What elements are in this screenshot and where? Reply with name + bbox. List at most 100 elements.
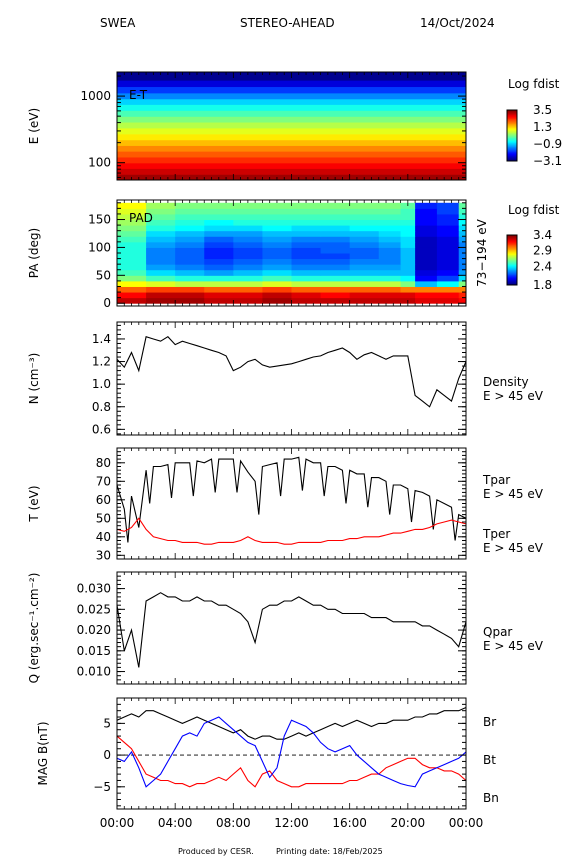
- et-ytick-label-0: 100: [88, 156, 111, 170]
- pad-cell-11-6: [291, 236, 322, 243]
- pad-cell-7-3: [204, 258, 234, 265]
- colorbar-cell-0-3: [507, 113, 517, 116]
- pad-inner-label: PAD: [129, 211, 153, 225]
- pad-cell-3-10: [400, 280, 416, 287]
- colorbar-cell-0-35: [507, 154, 517, 157]
- colorbar-cell-1-30: [507, 272, 517, 275]
- pad-cell-17-1: [146, 202, 176, 209]
- colorbar-cell-1-27: [507, 268, 517, 271]
- pad-cell-2-12: [436, 286, 460, 293]
- pad-cell-1-4: [233, 292, 263, 299]
- pad-cell-5-9: [378, 269, 402, 276]
- et-band-3: [117, 156, 466, 164]
- pad-cell-12-13: [458, 230, 467, 237]
- et-band-7: [117, 133, 466, 141]
- colorbar-tick-label-1-3: 1.8: [533, 278, 552, 292]
- pad-cell-11-4: [233, 236, 263, 243]
- panel-frame-2: [116, 321, 467, 436]
- colorbar-cell-0-4: [507, 115, 517, 117]
- pad-cell-9-13: [458, 247, 467, 254]
- pad-cell-13-7: [320, 225, 351, 232]
- pad-cell-11-13: [458, 236, 467, 243]
- pad-ytick-label-0: 0: [103, 296, 111, 310]
- instrument-title: SWEA: [100, 16, 136, 30]
- colorbar-cell-0-15: [507, 129, 517, 131]
- pad-cell-7-6: [291, 258, 322, 265]
- pad-cell-17-9: [378, 202, 402, 209]
- pad-cell-9-0: [117, 247, 147, 254]
- pad-cell-6-12: [436, 264, 460, 271]
- x-tick-label-1: 04:00: [158, 816, 193, 830]
- pad-cell-1-10: [400, 292, 416, 299]
- pad-cell-17-8: [349, 202, 380, 209]
- pad-cell-14-12: [436, 219, 460, 226]
- ytick-label-4-2: 0.020: [77, 623, 111, 637]
- ytick-label-4-1: 0.015: [77, 644, 111, 658]
- pad-cell-3-6: [291, 280, 322, 287]
- pad-cell-12-10: [400, 230, 416, 237]
- colorbar-cell-1-38: [507, 282, 517, 285]
- pad-cell-9-8: [349, 247, 380, 254]
- pad-cell-16-9: [378, 208, 402, 215]
- colorbar-cell-1-17: [507, 256, 517, 258]
- pad-cell-2-13: [458, 286, 467, 293]
- pad-cell-15-12: [436, 213, 460, 221]
- et-band-13: [117, 98, 466, 105]
- colorbar-cell-1-34: [507, 277, 517, 280]
- colorbar-cell-1-25: [507, 266, 517, 268]
- pad-cell-14-11: [415, 219, 438, 226]
- pad-cell-16-1: [146, 208, 176, 215]
- pad-cell-5-1: [146, 269, 176, 276]
- pad-cell-9-1: [146, 247, 176, 254]
- colorbar-cell-1-21: [507, 261, 517, 263]
- spacecraft-title: STEREO-AHEAD: [240, 16, 335, 30]
- et-band-12: [117, 104, 466, 111]
- pad-cell-5-10: [400, 269, 416, 276]
- pad-cell-10-9: [378, 241, 402, 248]
- colorbar-tick-label-0-0: 3.5: [533, 103, 552, 117]
- series-line-magnetic_field-br: [116, 706, 467, 740]
- pad-energy-range-label: 73−194 eV: [475, 218, 489, 286]
- pad-cell-11-8: [349, 236, 380, 243]
- pad-cell-8-0: [117, 253, 147, 260]
- pad-cell-10-0: [117, 241, 147, 248]
- pad-cell-14-6: [291, 219, 322, 226]
- pad-cell-8-5: [262, 253, 292, 260]
- pad-cell-14-1: [146, 219, 176, 226]
- pad-cell-8-9: [378, 253, 402, 260]
- pad-cell-3-1: [146, 280, 176, 287]
- colorbar-cell-0-2: [507, 112, 517, 115]
- pad-cell-4-5: [262, 275, 292, 282]
- pad-cell-8-6: [291, 253, 322, 260]
- series-name-magnetic_field-0: Br: [483, 715, 496, 729]
- et-band-5: [117, 145, 466, 152]
- pad-cell-7-0: [117, 258, 147, 265]
- pad-cell-13-0: [117, 225, 147, 232]
- pad-cell-12-1: [146, 230, 176, 237]
- y-axis-label-0: E (eV): [27, 108, 41, 144]
- pad-cell-12-2: [175, 230, 205, 237]
- pad-cell-13-8: [349, 225, 380, 232]
- pad-cell-0-4: [233, 297, 263, 304]
- ytick-label-2-0: 0.6: [92, 422, 111, 436]
- pad-cell-8-1: [146, 253, 176, 260]
- colorbar-cell-0-1: [507, 111, 517, 114]
- pad-cell-15-5: [262, 213, 292, 221]
- pad-cell-7-1: [146, 258, 176, 265]
- ytick-label-3-3: 60: [96, 493, 111, 507]
- pad-cell-11-2: [175, 236, 205, 243]
- pad-cell-9-7: [320, 247, 351, 254]
- colorbar-cell-0-30: [507, 148, 517, 151]
- ytick-label-5-0: −5: [93, 780, 111, 794]
- pad-cell-17-11: [415, 202, 438, 209]
- pad-cell-0-9: [378, 297, 402, 304]
- colorbar-cell-0-29: [507, 146, 517, 149]
- colorbar-cell-1-0: [507, 235, 517, 237]
- series-line-magnetic_field-bn: [116, 716, 467, 788]
- colorbar-cell-0-36: [507, 155, 517, 158]
- pad-cell-2-5: [262, 286, 292, 293]
- ytick-label-4-3: 0.025: [77, 602, 111, 616]
- colorbar-cell-1-36: [507, 280, 517, 282]
- pad-cell-13-12: [436, 225, 460, 232]
- pad-cell-5-13: [458, 269, 467, 276]
